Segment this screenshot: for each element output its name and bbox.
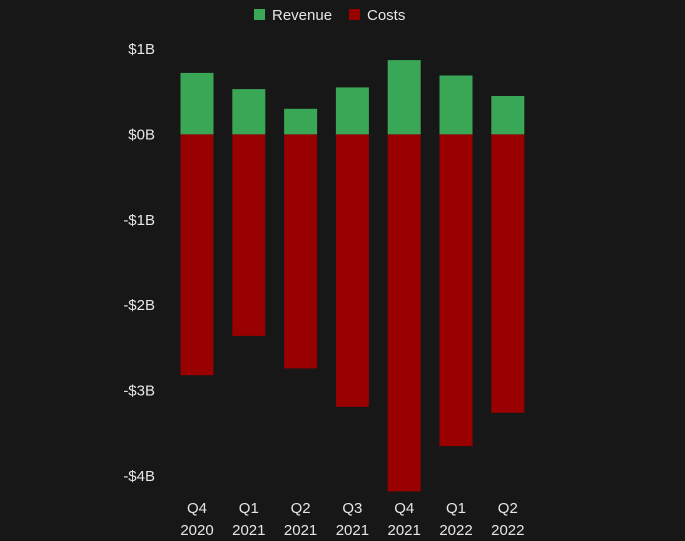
x-tick-label-year: 2021 bbox=[232, 522, 265, 539]
x-tick-label-year: 2022 bbox=[439, 522, 472, 539]
bar-costs-q3-2021[interactable] bbox=[335, 134, 369, 407]
bar-revenue-q4-2021[interactable] bbox=[387, 60, 421, 135]
bars bbox=[180, 60, 525, 492]
y-axis: $1B $0B -$1B -$2B -$3B -$4B bbox=[123, 41, 155, 485]
y-tick-label: $1B bbox=[128, 41, 155, 58]
legend-swatch-costs[interactable] bbox=[349, 9, 360, 20]
x-tick-label-quarter: Q2 bbox=[291, 500, 311, 517]
bar-revenue-q1-2021[interactable] bbox=[232, 89, 266, 135]
x-axis: Q4 2020 Q1 2021 Q2 2021 Q3 2021 Q4 2021 Q1 2022 Q2 20… bbox=[180, 500, 524, 539]
bar-costs-q1-2021[interactable] bbox=[232, 134, 266, 336]
x-tick-label-year: 2021 bbox=[336, 522, 369, 539]
legend-label-costs[interactable]: Costs bbox=[367, 7, 405, 24]
bar-costs-q2-2022[interactable] bbox=[491, 134, 525, 413]
bar-costs-q1-2022[interactable] bbox=[439, 134, 473, 447]
y-tick-label: -$2B bbox=[123, 297, 155, 314]
x-tick-label-quarter: Q1 bbox=[239, 500, 259, 517]
x-tick-label-year: 2020 bbox=[180, 522, 213, 539]
bar-revenue-q4-2020[interactable] bbox=[180, 72, 214, 135]
x-tick-label-quarter: Q4 bbox=[394, 500, 414, 517]
legend-label-revenue[interactable]: Revenue bbox=[272, 7, 332, 24]
legend-swatch-revenue[interactable] bbox=[254, 9, 265, 20]
bar-revenue-q1-2022[interactable] bbox=[439, 75, 473, 135]
x-tick-label-quarter: Q3 bbox=[342, 500, 362, 517]
bar-revenue-q2-2021[interactable] bbox=[284, 108, 318, 135]
x-tick-label-quarter: Q4 bbox=[187, 500, 207, 517]
y-tick-label: -$4B bbox=[123, 468, 155, 485]
y-tick-label: -$3B bbox=[123, 383, 155, 400]
bar-costs-q4-2021[interactable] bbox=[387, 134, 421, 492]
bar-revenue-q3-2021[interactable] bbox=[335, 87, 369, 135]
bar-revenue-q2-2022[interactable] bbox=[491, 96, 525, 135]
bar-costs-q4-2020[interactable] bbox=[180, 134, 214, 376]
legend: Revenue Costs bbox=[254, 7, 405, 24]
x-tick-label-quarter: Q1 bbox=[446, 500, 466, 517]
y-tick-label: -$1B bbox=[123, 212, 155, 229]
x-tick-label-year: 2021 bbox=[388, 522, 421, 539]
x-tick-label-quarter: Q2 bbox=[498, 500, 518, 517]
x-tick-label-year: 2021 bbox=[284, 522, 317, 539]
y-tick-label: $0B bbox=[128, 126, 155, 143]
x-tick-label-year: 2022 bbox=[491, 522, 524, 539]
bar-costs-q2-2021[interactable] bbox=[284, 134, 318, 369]
